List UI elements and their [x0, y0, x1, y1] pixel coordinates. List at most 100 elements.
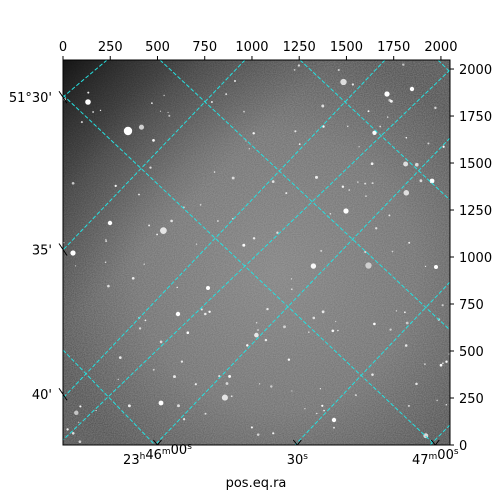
grid-line — [63, 69, 450, 441]
ra-tick-label: 47m00s — [412, 447, 459, 468]
star — [436, 399, 438, 402]
star — [92, 111, 94, 113]
top-tick-label: 1500 — [330, 40, 363, 55]
star — [424, 265, 427, 268]
ra-tick — [296, 439, 302, 446]
star — [276, 231, 279, 234]
star — [218, 375, 221, 378]
dec-tick — [58, 243, 64, 250]
star — [272, 432, 275, 435]
star — [95, 409, 97, 412]
star — [87, 91, 90, 94]
right-tick-label: 1500 — [459, 157, 492, 172]
plot-frame — [62, 59, 451, 446]
dec-tick — [62, 393, 68, 401]
bright-star — [158, 400, 164, 406]
star — [254, 332, 259, 338]
star — [287, 358, 291, 361]
star — [408, 241, 411, 244]
star — [138, 124, 145, 130]
star — [264, 338, 268, 342]
star — [225, 93, 228, 96]
star — [337, 329, 339, 332]
bright-star — [343, 208, 349, 214]
star-field-image — [63, 60, 450, 445]
star — [387, 116, 389, 118]
star — [127, 404, 131, 408]
grid-line — [437, 60, 450, 73]
star — [405, 321, 409, 325]
star — [216, 220, 219, 222]
star — [159, 340, 163, 344]
star — [170, 219, 173, 223]
dec-tick-label: 35' — [32, 243, 52, 258]
ra-tick — [157, 439, 162, 446]
bright-star — [85, 99, 91, 105]
star — [74, 265, 77, 267]
star — [114, 184, 117, 188]
star — [365, 262, 372, 269]
star — [419, 179, 423, 183]
star — [312, 316, 316, 320]
top-tick-label: 1000 — [235, 40, 268, 55]
bright-star — [107, 220, 113, 226]
bright-star — [70, 250, 76, 256]
star — [331, 329, 335, 333]
star — [388, 214, 391, 217]
bright-star — [206, 286, 210, 290]
star — [173, 375, 176, 379]
star — [341, 185, 345, 188]
star — [252, 132, 255, 135]
star — [176, 286, 178, 289]
star — [152, 139, 155, 142]
star — [258, 383, 261, 385]
star — [250, 426, 253, 429]
ra-tick-label: 30s — [287, 452, 309, 468]
dec-tick — [62, 249, 68, 256]
star — [424, 363, 426, 365]
star — [118, 356, 122, 359]
star — [321, 104, 325, 108]
star — [285, 192, 288, 195]
star — [389, 328, 392, 331]
top-axis: 0 250 500 750 1000 1250 1500 1750 2000 — [59, 40, 457, 60]
star — [364, 182, 367, 185]
ra-tick — [430, 439, 436, 446]
grid-line — [429, 424, 450, 445]
star — [105, 240, 108, 243]
star — [441, 362, 444, 365]
star — [200, 308, 203, 311]
right-tick-label: 1000 — [459, 251, 492, 266]
star — [389, 99, 393, 103]
bright-star — [175, 311, 181, 317]
right-axis: 0 250 500 750 1000 1250 1500 1750 2000 — [450, 63, 492, 454]
grid-line — [63, 60, 246, 251]
star — [199, 204, 202, 206]
star — [78, 440, 82, 444]
star — [163, 94, 165, 97]
star — [370, 162, 374, 166]
star — [333, 426, 335, 429]
star — [213, 171, 216, 173]
x-axis-title: pos.eq.ra — [226, 476, 287, 491]
star — [427, 142, 430, 145]
star — [439, 363, 443, 367]
grid-line — [63, 94, 436, 445]
grid-line — [159, 60, 450, 331]
star — [66, 428, 69, 431]
grid-line — [299, 60, 450, 201]
right-tick-label: 0 — [459, 439, 467, 454]
star — [371, 373, 374, 376]
grid-line — [154, 137, 450, 445]
star — [310, 263, 317, 269]
star — [177, 404, 180, 408]
star — [407, 404, 410, 407]
star — [148, 224, 151, 227]
star — [182, 418, 186, 421]
star — [348, 189, 350, 191]
star — [283, 325, 286, 329]
star — [403, 161, 409, 167]
left-axis: 51°30' 35' 40' — [9, 90, 68, 403]
star — [414, 162, 419, 167]
